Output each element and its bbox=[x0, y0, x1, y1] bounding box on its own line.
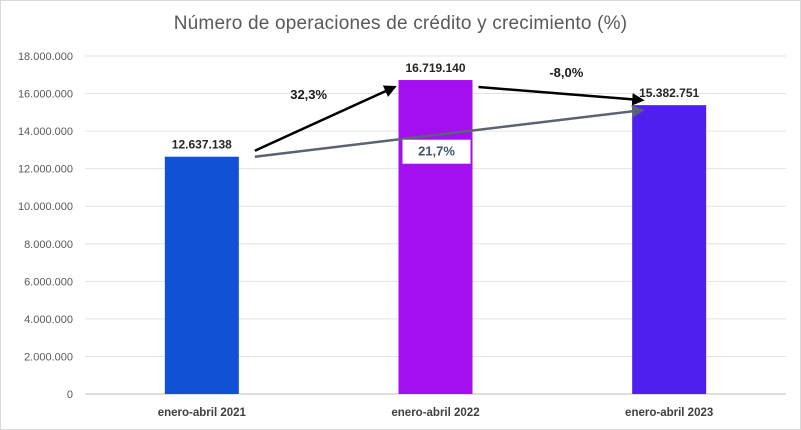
y-tick-label: 4.000.000 bbox=[24, 314, 73, 326]
data-label: 16.719.140 bbox=[405, 61, 465, 75]
data-label: 15.382.751 bbox=[639, 86, 699, 100]
growth-label: -8,0% bbox=[549, 65, 583, 80]
y-tick-label: 8.000.000 bbox=[24, 239, 73, 251]
growth-label: 32,3% bbox=[290, 87, 327, 102]
growth-arrow bbox=[254, 85, 397, 152]
data-label: 12.637.138 bbox=[172, 138, 232, 152]
y-tick-label: 16.000.000 bbox=[18, 89, 73, 101]
bar bbox=[632, 105, 707, 394]
y-tick-label: 18.000.000 bbox=[18, 51, 73, 63]
growth-arrow bbox=[478, 85, 645, 106]
bar bbox=[164, 156, 239, 394]
y-tick-label: 12.000.000 bbox=[18, 164, 73, 176]
category-label: enero-abril 2022 bbox=[391, 407, 479, 419]
growth-label: 21,7% bbox=[418, 144, 455, 159]
chart-title: Número de operaciones de crédito y creci… bbox=[173, 13, 628, 34]
y-tick-label: 14.000.000 bbox=[18, 126, 73, 138]
y-tick-label: 0 bbox=[67, 389, 73, 401]
growth-label-box bbox=[402, 139, 471, 164]
y-tick-label: 10.000.000 bbox=[18, 201, 73, 213]
bar bbox=[398, 80, 473, 395]
y-tick-label: 2.000.000 bbox=[24, 351, 73, 363]
growth-arrow bbox=[254, 105, 645, 158]
y-tick-label: 6.000.000 bbox=[24, 276, 73, 288]
category-label: enero-abril 2021 bbox=[158, 407, 247, 419]
category-label: enero-abril 2023 bbox=[625, 407, 713, 419]
